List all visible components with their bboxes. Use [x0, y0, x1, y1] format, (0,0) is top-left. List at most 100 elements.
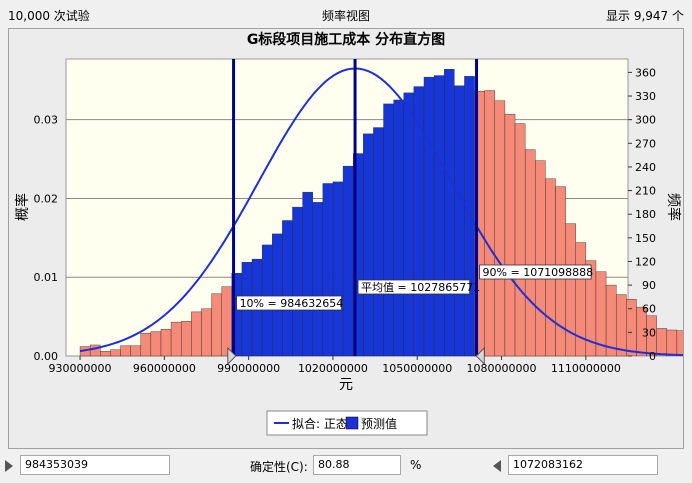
- y-right-tick-label: 120: [635, 255, 656, 268]
- histogram-bar: [494, 100, 506, 357]
- y-right-tick-label: 60: [642, 303, 656, 316]
- histogram-bar: [191, 311, 202, 357]
- histogram-bar: [393, 99, 404, 357]
- marker-label: 10% = 984632654: [240, 297, 344, 310]
- y-right-tick-label: 300: [635, 114, 656, 127]
- left-grabber-icon[interactable]: [5, 460, 13, 472]
- upper-bound-grabber: [475, 346, 485, 366]
- y-right-tick-label: 330: [635, 90, 656, 103]
- histogram-bar: [524, 149, 536, 357]
- top-status-bar: 10,000 次试验 频率视图 显示 9,947 个: [0, 0, 692, 28]
- y-right-tick-label: 30: [642, 326, 656, 339]
- legend: 拟合: 正态 预测值: [266, 410, 428, 436]
- histogram-chart: G标段项目施工成本 分布直方图 10% = 984632654 平均值 = 102…: [14, 31, 683, 436]
- marker-label-box: [236, 295, 342, 311]
- histogram-bar: [454, 85, 465, 357]
- chart-panel: G标段项目施工成本 分布直方图 10% = 984632654 平均值 = 102…: [8, 28, 684, 449]
- certainty-input[interactable]: 80.88: [313, 455, 401, 475]
- histogram-bar: [130, 345, 141, 357]
- histogram-bar: [322, 183, 334, 357]
- histogram-bar: [312, 202, 324, 357]
- histogram-bar: [120, 345, 131, 357]
- normal-fit-curve: [79, 67, 683, 357]
- histogram-bar: [211, 293, 222, 357]
- y-left-tick-label: 0.01: [34, 271, 59, 284]
- histogram-bar: [626, 299, 637, 357]
- histogram-bar: [444, 69, 455, 357]
- histogram-bar: [282, 220, 293, 357]
- y-left-tick-label: 0.03: [34, 114, 59, 127]
- y-right-tick-label: 180: [635, 208, 656, 221]
- marker-label: 平均值 = 1027865771: [361, 281, 480, 294]
- lower-bound-grabber: [227, 346, 237, 366]
- histogram-bar: [292, 206, 303, 357]
- histogram-bar: [201, 308, 212, 357]
- x-tick-label: 1050000000: [382, 362, 452, 375]
- histogram-bar: [150, 331, 162, 357]
- legend-fit-label: 拟合: 正态: [292, 416, 348, 431]
- marker-label-box: [479, 264, 592, 280]
- certainty-label: 确定性(C):: [250, 460, 308, 474]
- histogram-bar: [484, 90, 496, 357]
- histogram-bar: [656, 328, 667, 357]
- histogram-bar: [342, 165, 354, 357]
- histogram-bar: [464, 76, 475, 357]
- histogram-bar: [181, 321, 192, 357]
- trials-count: 10,000 次试验: [8, 9, 90, 23]
- marker-label-box: [357, 279, 471, 295]
- histogram-bar: [89, 344, 101, 357]
- y-axis-label-left: 概率: [14, 193, 31, 221]
- histogram-bar: [272, 233, 283, 357]
- legend-box-swatch: [345, 416, 359, 430]
- y-right-tick-label: 90: [642, 279, 656, 292]
- view-title: 频率视图: [321, 9, 370, 23]
- histogram-bar: [666, 329, 678, 357]
- y-left-tick-label: 0.02: [34, 192, 59, 205]
- x-tick-label: 1110000000: [551, 362, 621, 375]
- y-right-tick-label: 0: [649, 350, 656, 363]
- histogram-bar: [433, 75, 445, 357]
- right-grabber-icon[interactable]: [493, 460, 501, 472]
- y-right-tick-label: 240: [635, 161, 656, 174]
- y-right-tick-label: 210: [635, 185, 656, 198]
- lower-bound-input[interactable]: 984353039: [20, 455, 170, 475]
- upper-bound-input[interactable]: 1072083162: [508, 455, 658, 475]
- histogram-bar: [504, 113, 516, 357]
- histogram-bar: [514, 123, 526, 357]
- y-axis-label-right: 频率: [665, 193, 682, 221]
- x-tick-label: 930000000: [49, 362, 112, 375]
- histogram-bar: [363, 133, 374, 357]
- bottom-certainty-bar: 984353039 确定性(C): 80.88 % 1072083162: [0, 452, 692, 480]
- histogram-bar: [100, 351, 111, 357]
- histogram-bar: [160, 329, 172, 357]
- histogram-bar: [615, 294, 627, 357]
- histogram-bar: [403, 92, 415, 357]
- chart-title: G标段项目施工成本 分布直方图: [247, 31, 445, 48]
- marker-label: 90% = 1071098888: [483, 266, 594, 279]
- x-tick-label: 960000000: [133, 362, 196, 375]
- legend-forecast-label: 预测值: [361, 416, 397, 431]
- histogram-bar: [170, 321, 182, 357]
- histogram-bar: [535, 160, 546, 357]
- y-left-tick-label: 0.00: [34, 350, 59, 363]
- histogram-bar: [373, 127, 384, 357]
- histogram-bar: [140, 332, 152, 357]
- histogram-bar: [302, 191, 313, 357]
- x-tick-label: 1080000000: [467, 362, 537, 375]
- histogram-bar: [423, 76, 435, 357]
- x-tick-label: 990000000: [217, 362, 280, 375]
- histogram-bar: [383, 103, 394, 357]
- histogram-bar: [221, 286, 232, 357]
- histogram-bar: [565, 223, 576, 357]
- histogram-bar: [332, 181, 344, 357]
- percent-sign: %: [410, 458, 422, 472]
- y-right-tick-label: 270: [635, 137, 656, 150]
- histogram-bar: [605, 284, 617, 357]
- histogram-bar: [676, 330, 683, 357]
- histogram-bar: [110, 349, 121, 357]
- displayed-count: 显示 9,947 个: [606, 9, 684, 23]
- x-tick-label: 1020000000: [298, 362, 368, 375]
- y-right-tick-label: 360: [635, 66, 656, 79]
- y-right-tick-label: 150: [635, 232, 656, 245]
- x-axis-label: 元: [339, 377, 353, 393]
